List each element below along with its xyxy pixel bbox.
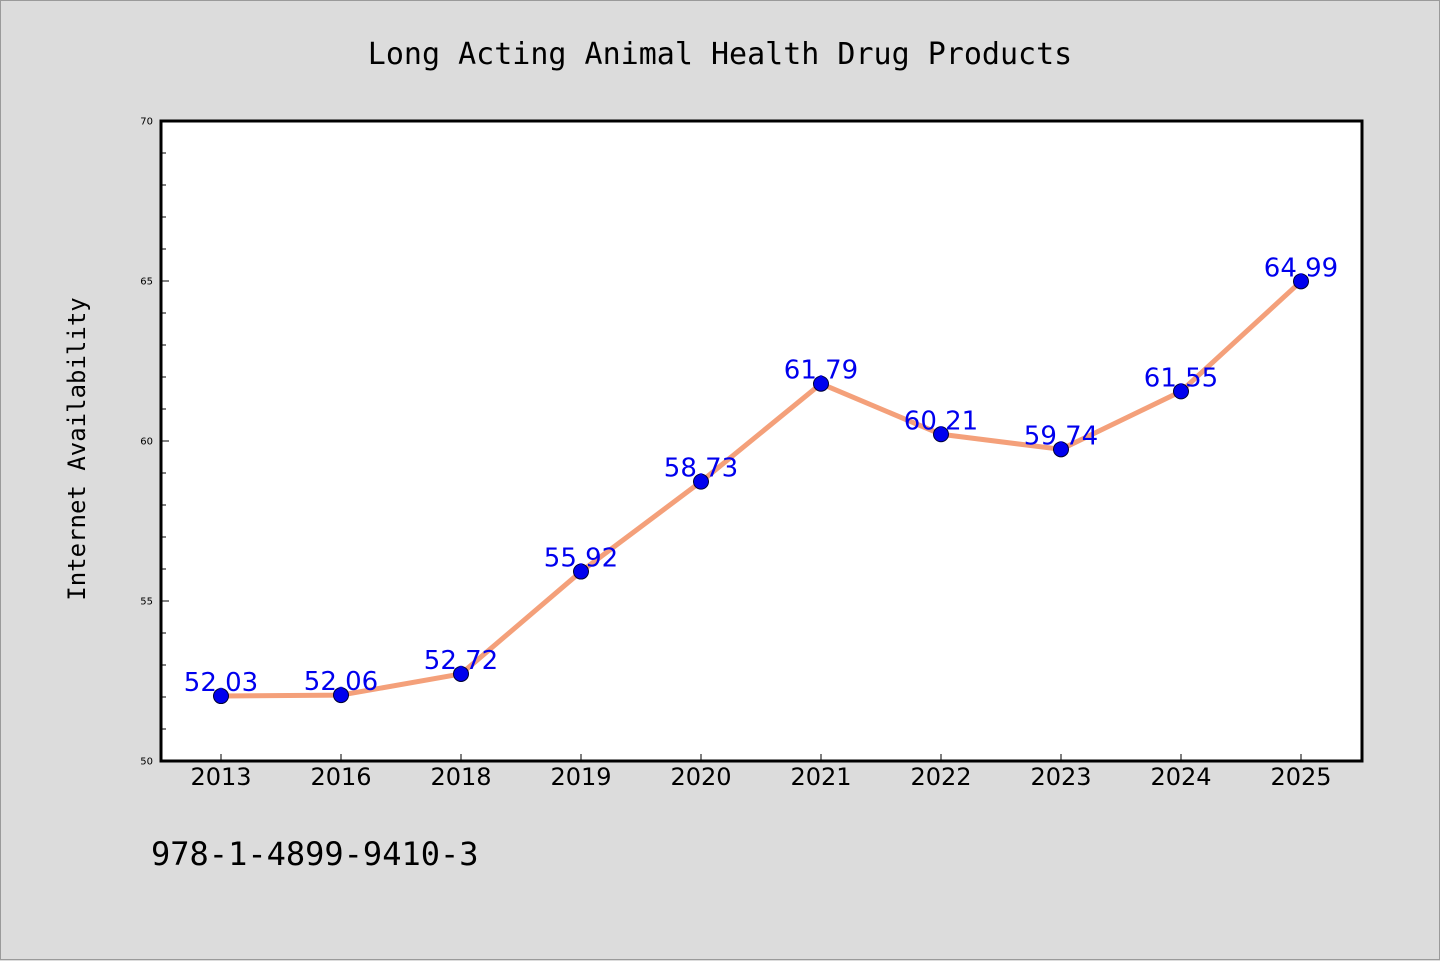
- y-tick-label: 55: [140, 597, 153, 608]
- plot-area: [161, 121, 1362, 761]
- data-label: 60.21: [904, 406, 978, 436]
- data-label: 61.79: [784, 356, 858, 386]
- data-label: 52.03: [184, 668, 258, 698]
- y-tick-label: 60: [140, 437, 153, 448]
- data-label: 58.73: [664, 454, 738, 484]
- data-point: [813, 375, 829, 392]
- data-label: 64.99: [1264, 253, 1338, 283]
- data-label: 55.92: [544, 544, 618, 574]
- x-tick-label: 2023: [1030, 763, 1091, 791]
- data-point: [693, 473, 709, 490]
- data-point: [333, 687, 349, 704]
- data-point: [453, 665, 469, 682]
- data-point: [933, 426, 949, 443]
- x-tick-label: 2016: [310, 763, 371, 791]
- y-tick-label: 70: [140, 117, 153, 128]
- data-point: [1173, 383, 1189, 400]
- x-tick-label: 2013: [190, 763, 251, 791]
- isbn-footer: 978-1-4899-9410-3: [151, 835, 479, 873]
- data-label: 52.06: [304, 667, 378, 697]
- series-line: [218, 278, 1304, 699]
- x-tick-label: 2024: [1150, 763, 1211, 791]
- y-tick-label: 50: [140, 757, 153, 768]
- series-layer: 52.03 52.06 52.72 55.92 58.73 61.79 60.21 59.74…: [184, 253, 1338, 705]
- data-label: 61.55: [1144, 363, 1218, 393]
- x-tick-label: 2020: [670, 763, 731, 791]
- data-point: [213, 688, 229, 705]
- x-axis: 2013 2016 2018 2019 2020 2021 2022 2023 2024 2025: [190, 754, 1332, 791]
- x-tick-label: 2021: [790, 763, 851, 791]
- x-tick-label: 2019: [550, 763, 611, 791]
- y-tick-label: 65: [140, 277, 153, 288]
- y-axis-label: Internet Availability: [63, 297, 91, 600]
- data-label: 59.74: [1024, 421, 1098, 451]
- chart-title: Long Acting Animal Health Drug Products: [368, 37, 1072, 72]
- data-point: [1053, 441, 1069, 458]
- x-tick-label: 2022: [910, 763, 971, 791]
- plot-frame: [159, 119, 1364, 763]
- data-point: [1293, 273, 1309, 290]
- data-label: 52.72: [424, 646, 498, 676]
- x-tick-label: 2018: [430, 763, 491, 791]
- data-point: [573, 563, 589, 580]
- x-tick-label: 2025: [1270, 763, 1331, 791]
